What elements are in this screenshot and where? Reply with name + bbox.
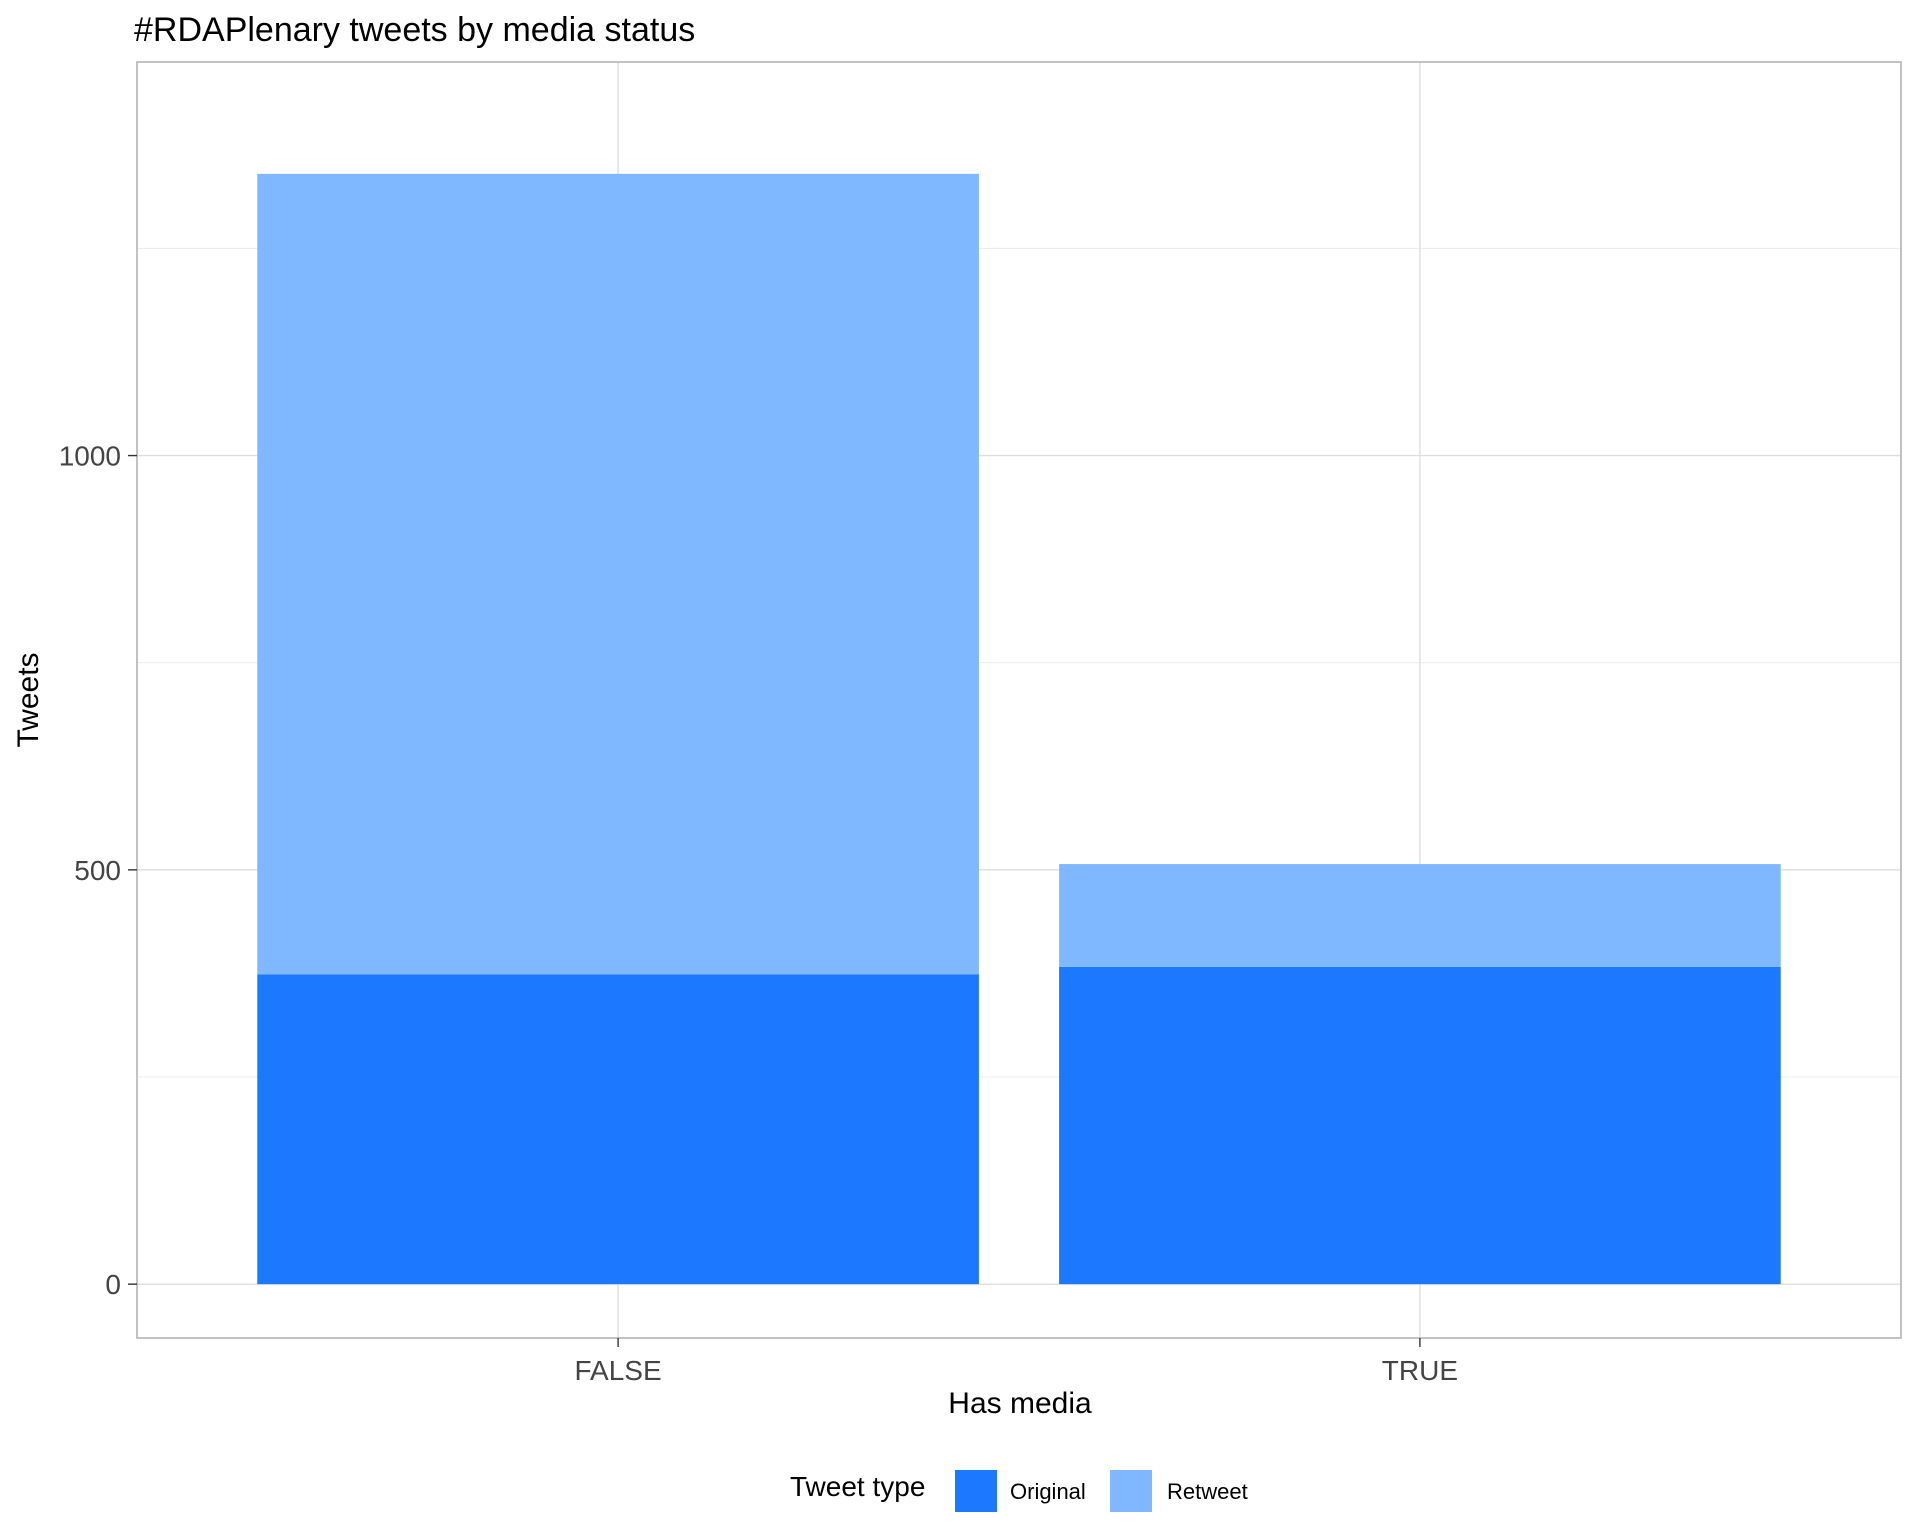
bar-retweet-false	[257, 173, 979, 975]
x-tick-label: TRUE	[1382, 1355, 1458, 1386]
x-axis-title: Has media	[948, 1387, 1092, 1420]
x-axis: FALSE TRUE	[575, 1338, 1458, 1386]
plot-border	[136, 61, 1902, 1339]
bar-retweet-true	[1059, 864, 1781, 967]
legend-key-original	[955, 1470, 997, 1512]
legend-label-original: Original	[1010, 1479, 1086, 1504]
plot-area	[136, 61, 1902, 1339]
x-tick-label: FALSE	[575, 1355, 662, 1386]
y-axis-title: Tweets	[12, 652, 45, 747]
legend-label-retweet: Retweet	[1167, 1479, 1248, 1504]
chart-title: #RDAPlenary tweets by media status	[134, 11, 695, 49]
legend-items: Original Retweet	[955, 1470, 1248, 1512]
y-axis: 0 500 1000	[59, 441, 137, 1300]
y-tick-label: 0	[105, 1269, 121, 1300]
bars	[257, 173, 1781, 1285]
y-tick-label: 500	[74, 855, 121, 886]
bar-original-true	[1059, 966, 1781, 1285]
y-tick-label: 1000	[59, 441, 121, 472]
bar-original-false	[257, 974, 979, 1285]
legend: Tweet type Original Retweet	[790, 1470, 1248, 1512]
legend-key-retweet	[1110, 1470, 1152, 1512]
legend-title: Tweet type	[790, 1471, 925, 1502]
